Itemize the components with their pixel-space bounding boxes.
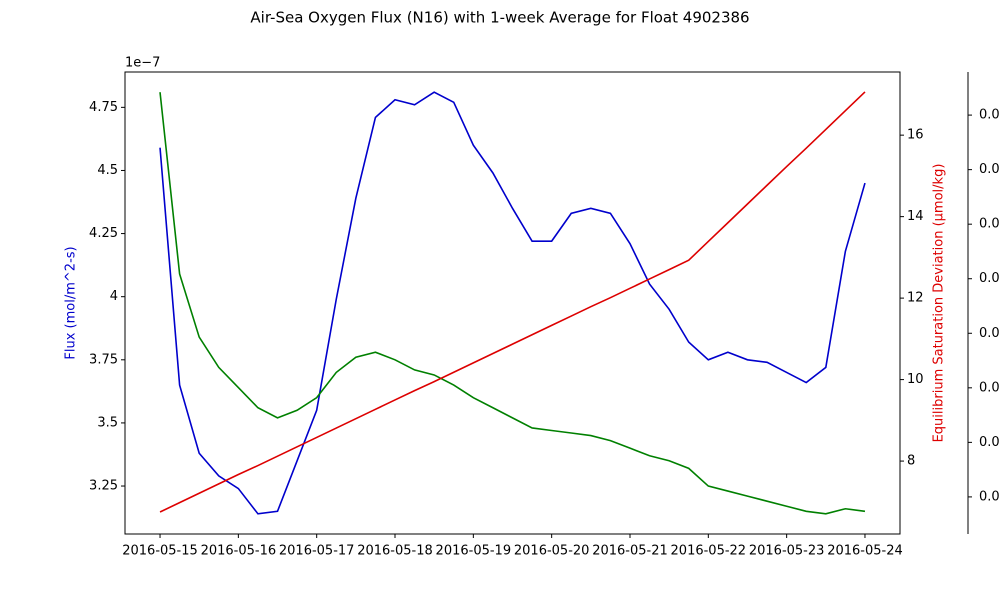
chart-title: Air-Sea Oxygen Flux (N16) with 1-week Av… xyxy=(250,9,749,27)
x-tick-label: 2016-05-17 xyxy=(279,544,355,559)
plot-frame xyxy=(124,71,901,535)
x-tick-label: 2016-05-23 xyxy=(749,544,825,559)
y3-tick-label: 0.0 xyxy=(979,217,1000,232)
y-tick-label: 4.5 xyxy=(97,163,118,178)
x-tick-label: 2016-05-19 xyxy=(436,544,512,559)
x-tick-label: 2016-05-16 xyxy=(201,544,277,559)
y-tick-label: 4.25 xyxy=(89,226,118,241)
y-axis-label: Flux (mol/m^2-s) xyxy=(64,246,79,359)
y-tick-label: 4.75 xyxy=(89,100,118,115)
y3-tick-label: 0.0 xyxy=(979,108,1000,123)
y-tick-label: 3.5 xyxy=(97,415,118,430)
y-tick-label: 3.25 xyxy=(89,479,118,494)
y2-tick-label: 10 xyxy=(907,372,924,387)
x-tick-label: 2016-05-15 xyxy=(122,544,198,559)
x-tick-label: 2016-05-18 xyxy=(357,544,433,559)
y3-tick-label: 0.0 xyxy=(979,271,1000,286)
series-line xyxy=(159,91,866,513)
y-tick-label: 4 xyxy=(110,289,118,304)
y-tick-label: 3.75 xyxy=(89,352,118,367)
x-tick-label: 2016-05-24 xyxy=(827,544,903,559)
y2-tick-label: 8 xyxy=(907,454,915,469)
x-tick-label: 2016-05-22 xyxy=(671,544,747,559)
y2-tick-label: 12 xyxy=(907,291,924,306)
y2-tick-label: 16 xyxy=(907,128,924,143)
x-tick-label: 2016-05-20 xyxy=(514,544,590,559)
y3-tick-label: 0.0 xyxy=(979,489,1000,504)
series-line xyxy=(159,91,866,515)
y3-tick-label: 0.0 xyxy=(979,326,1000,341)
y3-tick-label: 0.0 xyxy=(979,162,1000,177)
x-tick-label: 2016-05-21 xyxy=(592,544,668,559)
y2-axis-label: Equilibrium Saturation Deviation (μmol/k… xyxy=(932,164,947,443)
y3-tick-label: 0.0 xyxy=(979,380,1000,395)
y3-tick-label: 0.0 xyxy=(979,435,1000,450)
y-offset-label: 1e−7 xyxy=(125,56,160,71)
series-line xyxy=(159,92,866,515)
y2-tick-label: 14 xyxy=(907,209,924,224)
